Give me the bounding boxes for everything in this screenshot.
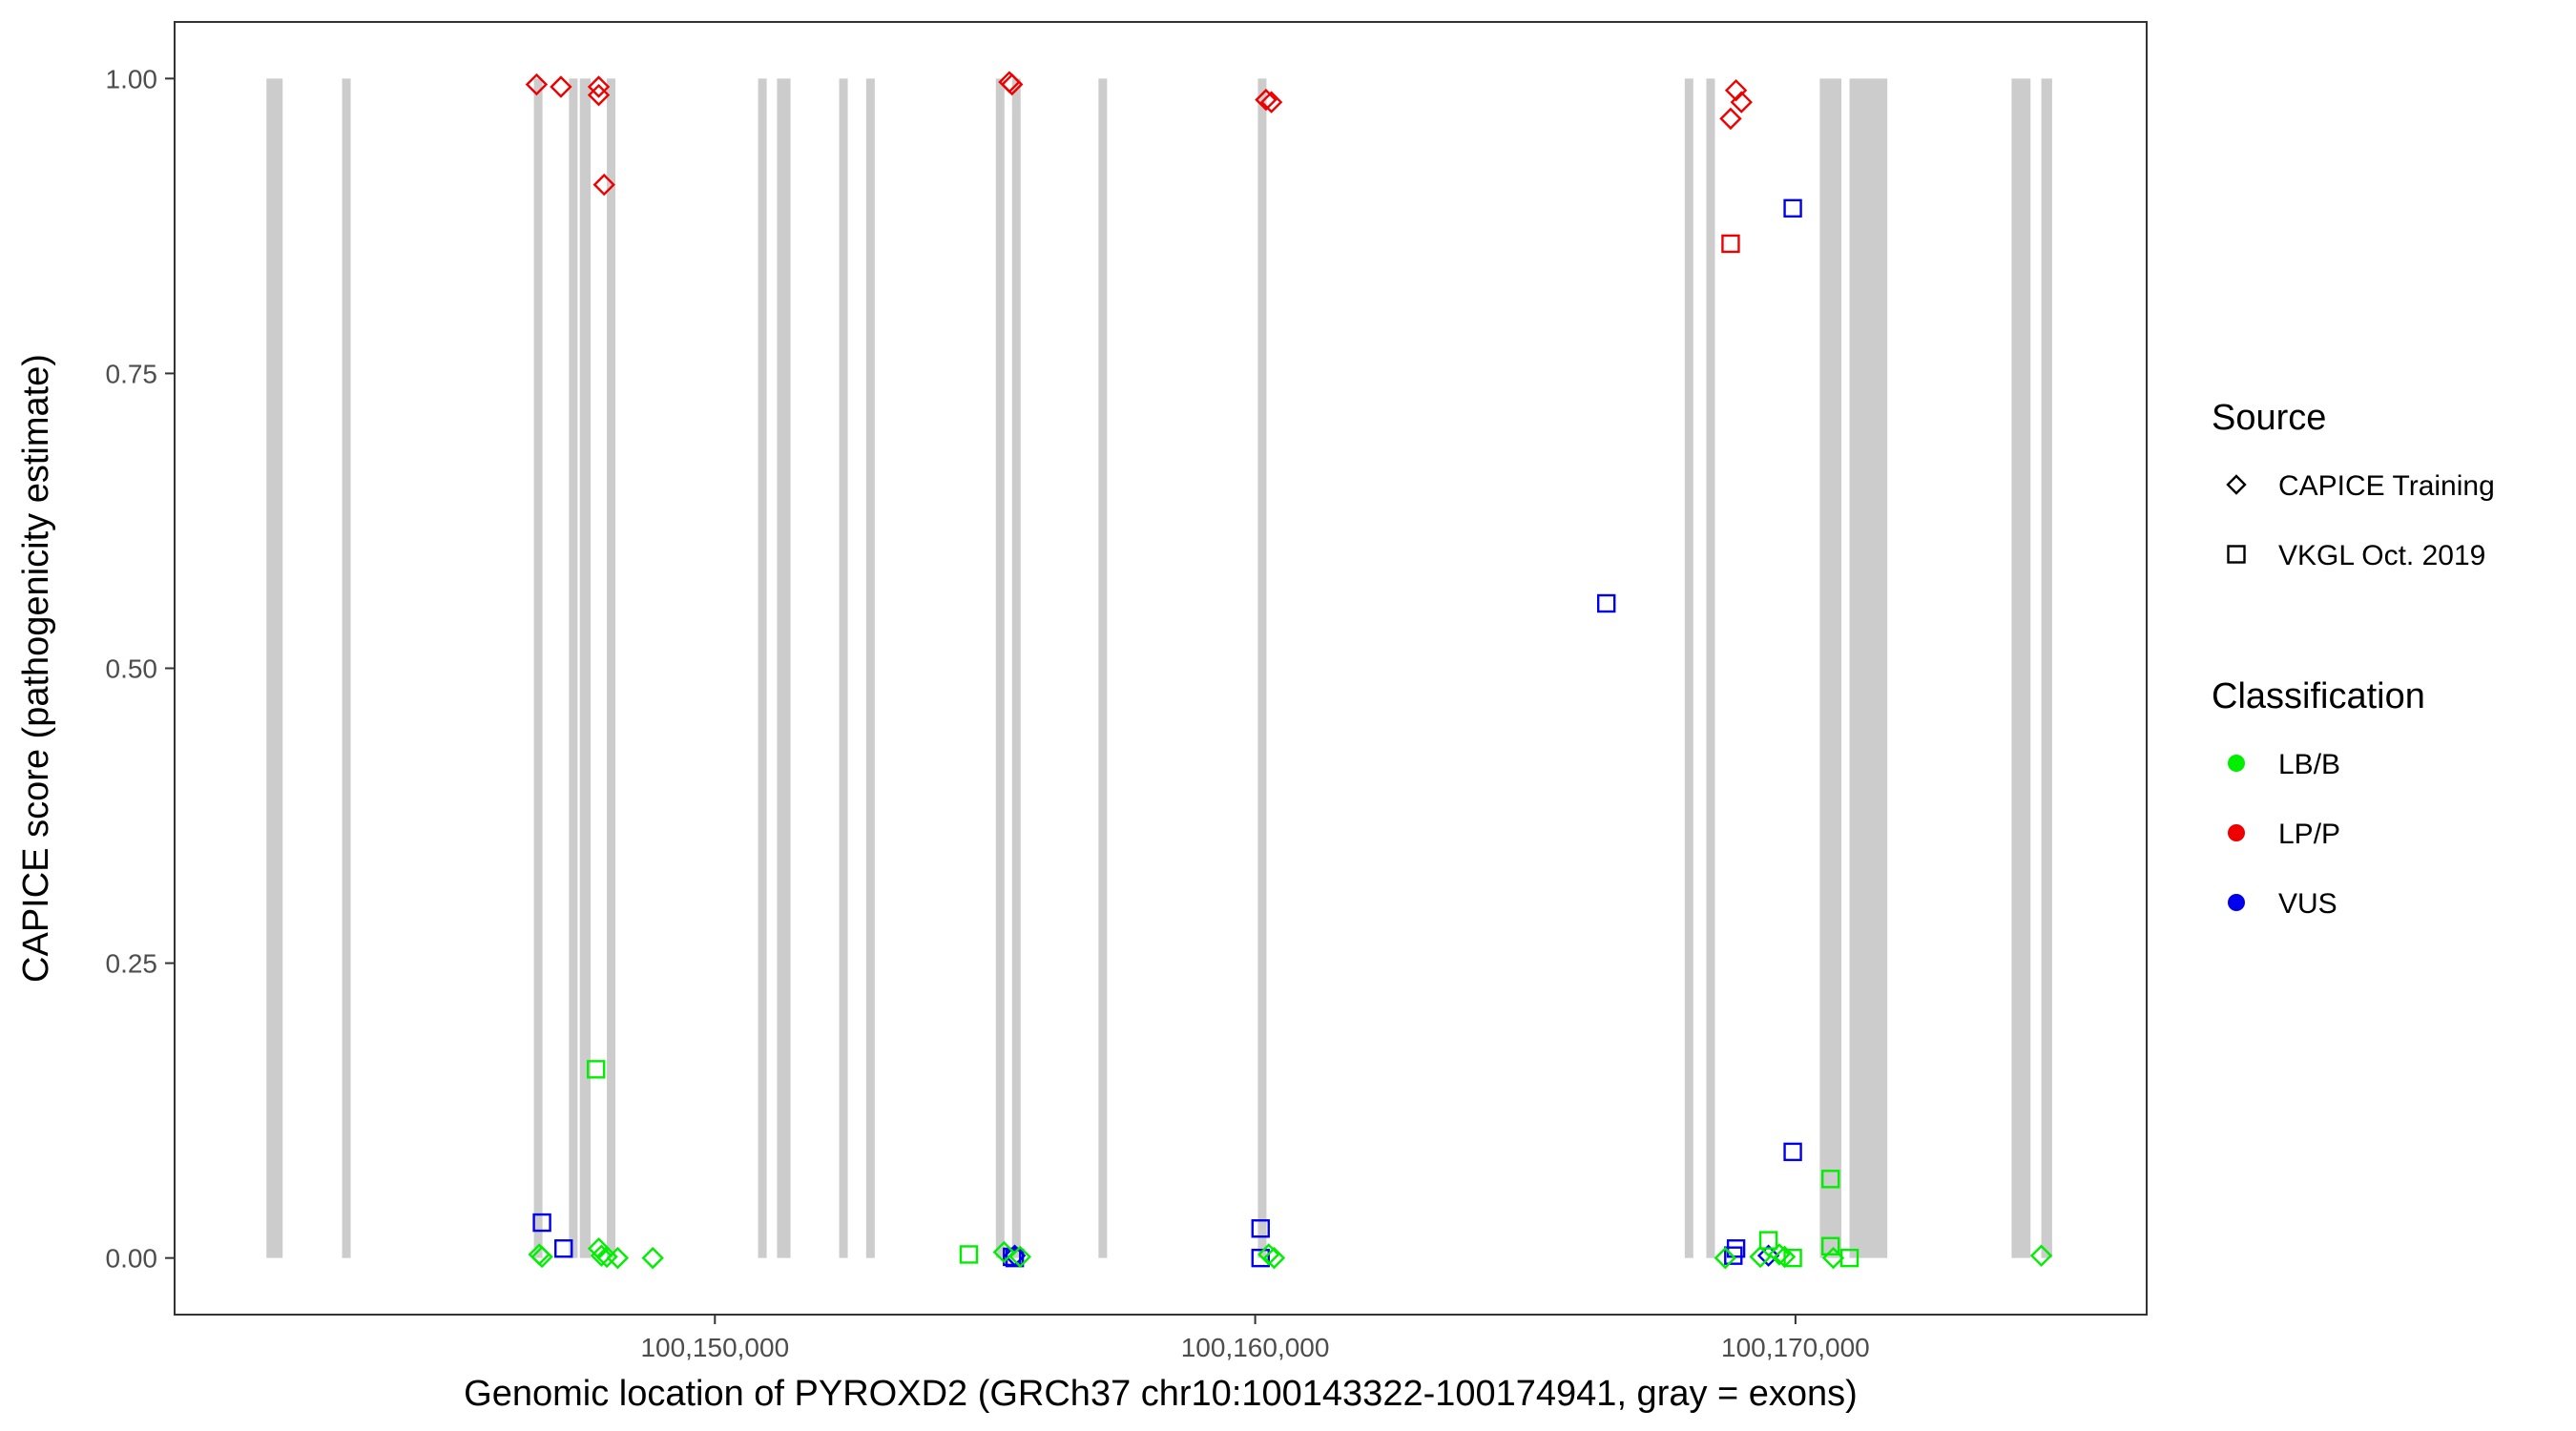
exon-band-5: [579, 78, 592, 1258]
data-point: [1724, 79, 1748, 102]
y-axis: 0.00 0.25 0.50 0.75 1.00: [106, 64, 175, 1274]
data-point: [1259, 91, 1283, 114]
data-points: [525, 71, 2053, 1270]
exon-bands: [266, 78, 2052, 1258]
data-point: [1003, 1244, 1027, 1267]
data-point: [1001, 73, 1024, 96]
series-capice-training-lb-b: [528, 1237, 2053, 1270]
data-point: [1758, 1231, 1778, 1250]
legend-label-classification: LP/P: [2278, 819, 2340, 850]
legend-key-dot: [2228, 824, 2245, 841]
y-tick-label: 1.00: [106, 64, 158, 93]
exon-band-16: [1706, 78, 1715, 1258]
series-capice-training-lp-p: [525, 71, 1753, 197]
legend-label-classification: LB/B: [2278, 749, 2340, 780]
data-point: [1783, 198, 1802, 218]
exon-band-10: [865, 78, 875, 1258]
exon-band-17: [1819, 78, 1842, 1258]
data-point: [1251, 1248, 1270, 1268]
data-point: [959, 1245, 979, 1264]
legend-title-source: Source: [2212, 398, 2326, 438]
data-point: [606, 1246, 630, 1270]
series-vkgl-oct-2019-vus: [532, 198, 1802, 1268]
y-tick-label: 0.25: [106, 949, 158, 979]
legend-label-source: VKGL Oct. 2019: [2278, 540, 2485, 571]
data-point: [1262, 1246, 1286, 1270]
exon-band-18: [1849, 78, 1888, 1258]
series-vkgl-oct-2019-lb-b: [587, 1060, 1859, 1268]
exon-band-4: [569, 78, 578, 1258]
exon-band-13: [1098, 78, 1108, 1258]
exon-band-19: [2011, 78, 2031, 1258]
data-point: [1749, 1245, 1772, 1269]
exon-band-8: [777, 78, 791, 1258]
data-point: [1726, 1239, 1746, 1258]
exon-band-1: [266, 78, 283, 1258]
data-point: [587, 75, 611, 98]
legend-key-dot: [2228, 894, 2245, 911]
exon-band-6: [607, 78, 616, 1258]
data-point: [1821, 1170, 1840, 1189]
exon-band-15: [1684, 78, 1693, 1258]
x-axis: 100,150,000 100,160,000 100,170,000: [640, 1315, 1870, 1362]
data-point: [554, 1239, 573, 1258]
y-tick-label: 0.00: [106, 1244, 158, 1274]
data-point: [587, 1060, 606, 1079]
legend-label-classification: VUS: [2278, 888, 2337, 920]
data-point: [992, 1240, 1015, 1264]
legend-key-square: [2227, 545, 2246, 564]
data-point: [1714, 1246, 1736, 1270]
data-point: [1783, 1142, 1802, 1162]
data-point: [1821, 1246, 1845, 1270]
legend: Source CAPICE Training VKGL Oct. 2019 Class…: [2212, 398, 2495, 920]
data-point: [1756, 1244, 1780, 1267]
data-point: [1821, 1236, 1840, 1255]
exon-band-11: [995, 78, 1005, 1258]
y-tick-label: 0.75: [106, 359, 158, 388]
data-point: [1773, 1245, 1797, 1269]
x-tick-label: 100,150,000: [640, 1333, 789, 1362]
legend-key-diamond: [2226, 474, 2247, 495]
data-point: [530, 1245, 553, 1269]
data-point: [532, 1213, 551, 1233]
data-point: [1719, 107, 1742, 131]
exon-band-7: [758, 78, 767, 1258]
data-point: [1721, 234, 1740, 254]
data-point: [590, 1244, 613, 1267]
exon-band-20: [2041, 78, 2052, 1258]
data-point: [1768, 1243, 1791, 1266]
series-vkgl-oct-2019-lp-p: [1721, 234, 1740, 254]
y-axis-title: CAPICE score (pathogenicity estimate): [16, 354, 56, 983]
data-point: [525, 73, 549, 96]
data-point: [587, 83, 611, 107]
data-point: [1257, 1243, 1280, 1266]
x-tick-label: 100,160,000: [1181, 1333, 1330, 1362]
data-point: [550, 75, 572, 98]
x-tick-label: 100,170,000: [1721, 1333, 1870, 1362]
x-axis-title: Genomic location of PYROXD2 (GRCh37 chr1…: [464, 1374, 1858, 1414]
data-point: [1730, 91, 1753, 114]
exon-band-3: [533, 78, 543, 1258]
y-tick-label: 0.50: [106, 654, 158, 684]
data-point: [1008, 1245, 1031, 1269]
legend-label-source: CAPICE Training: [2278, 470, 2495, 502]
exon-band-14: [1257, 78, 1267, 1258]
data-point: [1251, 1219, 1270, 1238]
legend-key-dot: [2228, 755, 2245, 772]
exon-band-9: [839, 78, 848, 1258]
data-point: [1255, 88, 1278, 112]
data-point: [592, 173, 615, 197]
data-point: [641, 1246, 664, 1270]
exon-band-12: [1011, 78, 1021, 1258]
exon-band-2: [342, 78, 351, 1258]
series-capice-training-vus: [1003, 1244, 1780, 1267]
data-point: [1596, 593, 1616, 613]
data-point: [2029, 1244, 2053, 1267]
legend-title-classification: Classification: [2212, 676, 2425, 716]
